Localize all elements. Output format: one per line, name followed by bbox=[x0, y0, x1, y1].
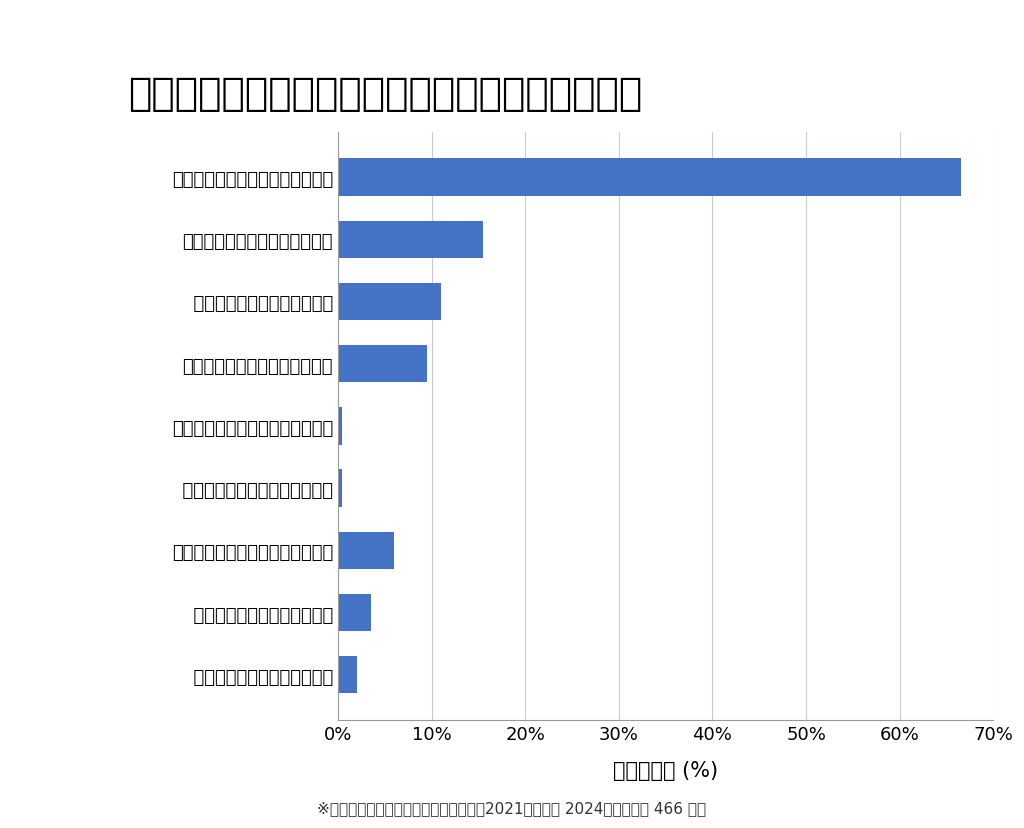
Text: ※弊社受付の案件を対象に集計（期間：2021年１月～ 2024年８月、計 466 件）: ※弊社受付の案件を対象に集計（期間：2021年１月～ 2024年８月、計 466… bbox=[317, 801, 707, 816]
Bar bbox=[338, 595, 371, 632]
Bar bbox=[338, 221, 483, 258]
Bar bbox=[338, 283, 441, 320]
Bar bbox=[338, 657, 356, 694]
Text: 江東区の車の種類別カーバッテリー上がりの原因: 江東区の車の種類別カーバッテリー上がりの原因 bbox=[128, 75, 642, 113]
X-axis label: 件数の割合 (%): 件数の割合 (%) bbox=[613, 760, 718, 780]
Bar bbox=[338, 159, 961, 196]
Bar bbox=[338, 532, 394, 570]
Bar bbox=[338, 470, 342, 508]
Bar bbox=[338, 407, 342, 445]
Bar bbox=[338, 345, 427, 383]
